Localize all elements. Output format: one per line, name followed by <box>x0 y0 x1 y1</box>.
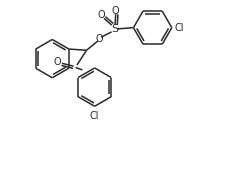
Text: O: O <box>112 6 120 16</box>
Text: O: O <box>98 10 105 20</box>
Text: Cl: Cl <box>175 23 184 33</box>
Text: Cl: Cl <box>90 111 99 121</box>
Text: O: O <box>54 57 61 67</box>
Text: S: S <box>111 24 118 34</box>
Text: O: O <box>96 34 103 44</box>
